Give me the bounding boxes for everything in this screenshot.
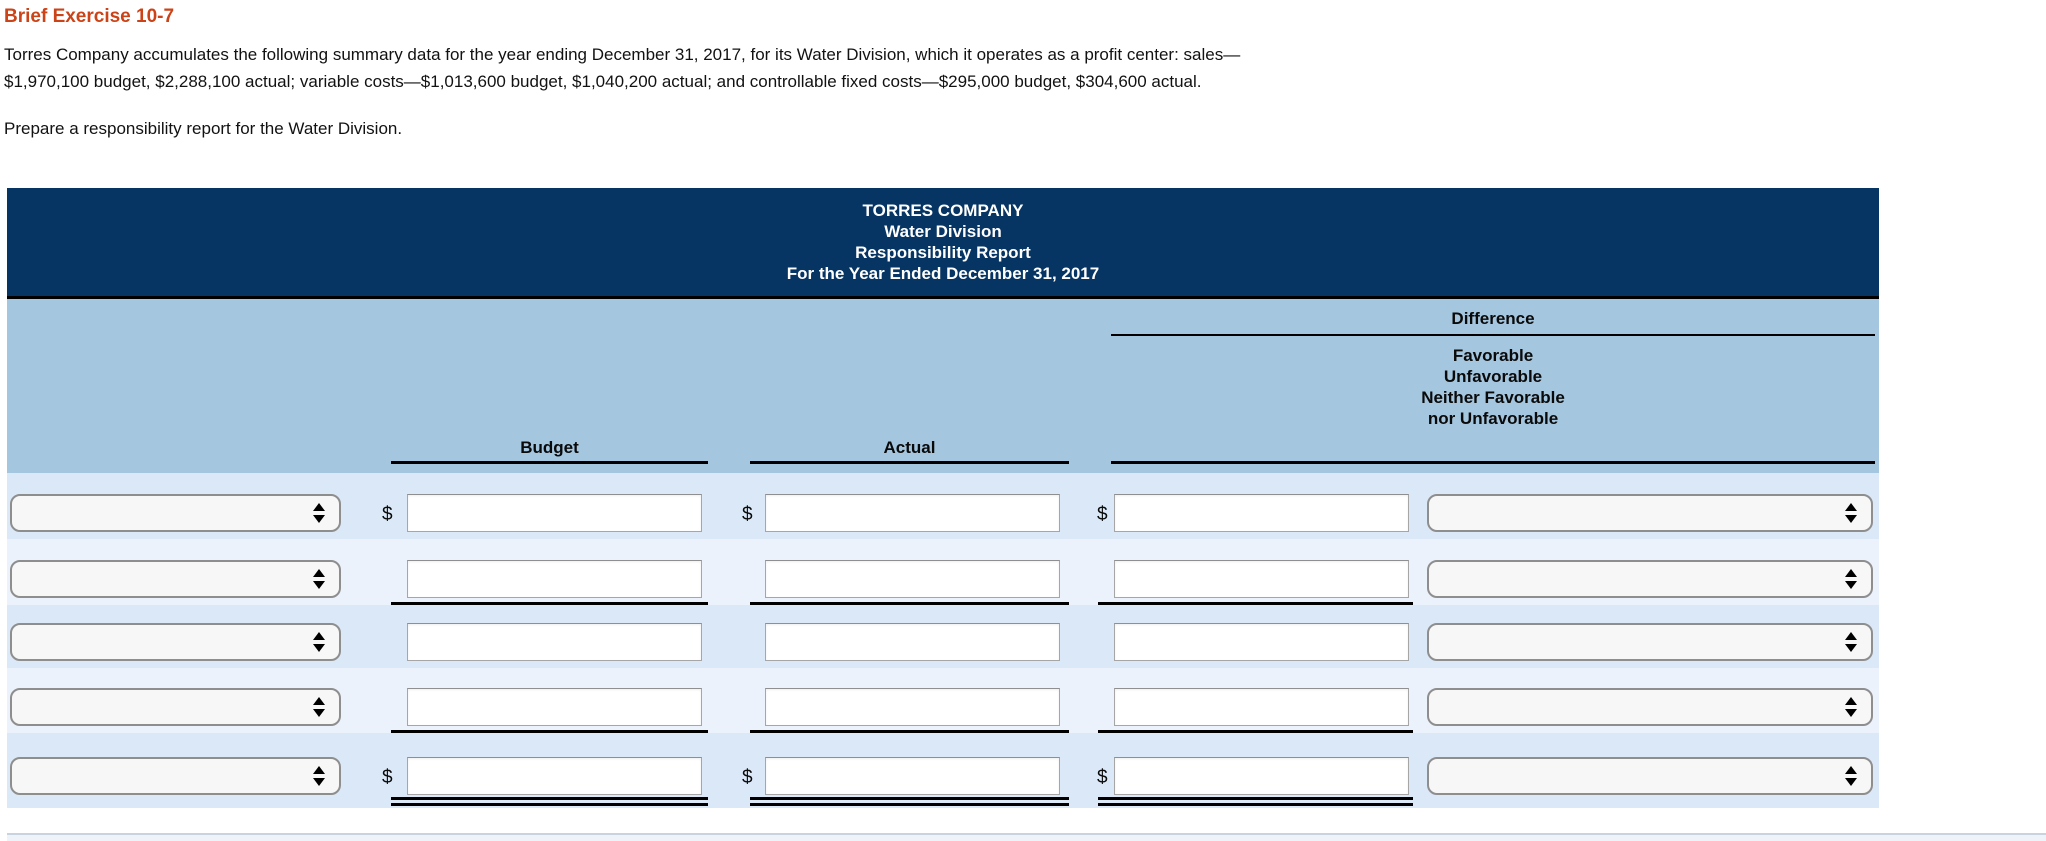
difference-sublabel: Neither Favorable	[1421, 388, 1565, 407]
actual-input[interactable]	[765, 688, 1060, 726]
table-row	[7, 605, 1879, 668]
single-rule-line	[750, 602, 1069, 605]
dropdown-arrows-icon	[1845, 569, 1857, 589]
difference-input[interactable]	[1114, 494, 1409, 532]
dropdown-arrows-icon	[313, 632, 325, 652]
dropdown-arrows-icon	[313, 766, 325, 786]
difference-sublabel: Unfavorable	[1443, 367, 1543, 386]
column-header-actual: Actual	[750, 438, 1069, 464]
single-rule-line	[391, 602, 708, 605]
budget-input[interactable]	[407, 688, 702, 726]
column-header-difference: Difference Favorable Unfavorable Neither…	[1111, 309, 1875, 464]
difference-input[interactable]	[1114, 560, 1409, 598]
single-rule-line	[1098, 730, 1413, 733]
next-section-edge	[7, 833, 2046, 841]
difference-type-select[interactable]	[1427, 494, 1873, 532]
description-line: Torres Company accumulates the following…	[4, 45, 1241, 64]
table-row: $ $ $	[7, 473, 1879, 539]
column-header-budget: Budget	[391, 438, 708, 464]
difference-type-select[interactable]	[1427, 757, 1873, 795]
report-title-banner: TORRES COMPANY Water Division Responsibi…	[7, 188, 1879, 299]
table-row	[7, 539, 1879, 605]
difference-type-select[interactable]	[1427, 623, 1873, 661]
actual-input[interactable]	[765, 757, 1060, 795]
row-title-select[interactable]	[10, 688, 341, 726]
double-rule-line	[1098, 797, 1413, 806]
row-title-select[interactable]	[10, 623, 341, 661]
single-rule-line	[750, 730, 1069, 733]
row-title-select[interactable]	[10, 494, 341, 532]
difference-sublabel: nor Unfavorable	[1427, 409, 1559, 428]
exercise-instruction: Prepare a responsibility report for the …	[4, 119, 403, 138]
dropdown-arrows-icon	[313, 503, 325, 523]
single-rule-line	[1098, 602, 1413, 605]
exercise-title: Brief Exercise 10-7	[4, 6, 175, 27]
difference-type-select[interactable]	[1427, 560, 1873, 598]
dropdown-arrows-icon	[313, 569, 325, 589]
difference-label: Difference	[1111, 309, 1875, 336]
exercise-description: Torres Company accumulates the following…	[4, 41, 1240, 95]
budget-input[interactable]	[407, 494, 702, 532]
actual-input[interactable]	[765, 494, 1060, 532]
dollar-sign: $	[742, 767, 753, 788]
dropdown-arrows-icon	[1845, 766, 1857, 786]
difference-type-select[interactable]	[1427, 688, 1873, 726]
double-rule-line	[750, 797, 1069, 806]
difference-input[interactable]	[1114, 757, 1409, 795]
actual-input[interactable]	[765, 623, 1060, 661]
single-rule-line	[391, 730, 708, 733]
dollar-sign: $	[382, 767, 393, 788]
difference-input[interactable]	[1114, 688, 1409, 726]
dollar-sign: $	[382, 504, 393, 525]
table-row-total: $ $ $	[7, 733, 1879, 808]
row-title-select[interactable]	[10, 757, 341, 795]
company-name: TORRES COMPANY	[862, 201, 1024, 220]
division-name: Water Division	[884, 222, 1002, 241]
dropdown-arrows-icon	[1845, 632, 1857, 652]
dollar-sign: $	[742, 504, 753, 525]
budget-input[interactable]	[407, 757, 702, 795]
row-title-select[interactable]	[10, 560, 341, 598]
report-period: For the Year Ended December 31, 2017	[786, 264, 1100, 283]
double-rule-line	[391, 797, 708, 806]
actual-input[interactable]	[765, 560, 1060, 598]
difference-sublabels: Favorable Unfavorable Neither Favorable …	[1111, 345, 1875, 429]
dollar-sign: $	[1097, 767, 1108, 788]
dropdown-arrows-icon	[313, 697, 325, 717]
dropdown-arrows-icon	[1845, 503, 1857, 523]
report-name: Responsibility Report	[855, 243, 1031, 262]
responsibility-report-table: TORRES COMPANY Water Division Responsibi…	[7, 188, 1879, 808]
budget-input[interactable]	[407, 623, 702, 661]
dropdown-arrows-icon	[1845, 697, 1857, 717]
budget-input[interactable]	[407, 560, 702, 598]
table-row	[7, 668, 1879, 733]
dollar-sign: $	[1097, 504, 1108, 525]
column-header-band: Budget Actual Difference Favorable Unfav…	[7, 299, 1879, 473]
description-line: $1,970,100 budget, $2,288,100 actual; va…	[4, 72, 1202, 91]
difference-sublabel: Favorable	[1452, 346, 1534, 365]
difference-input[interactable]	[1114, 623, 1409, 661]
